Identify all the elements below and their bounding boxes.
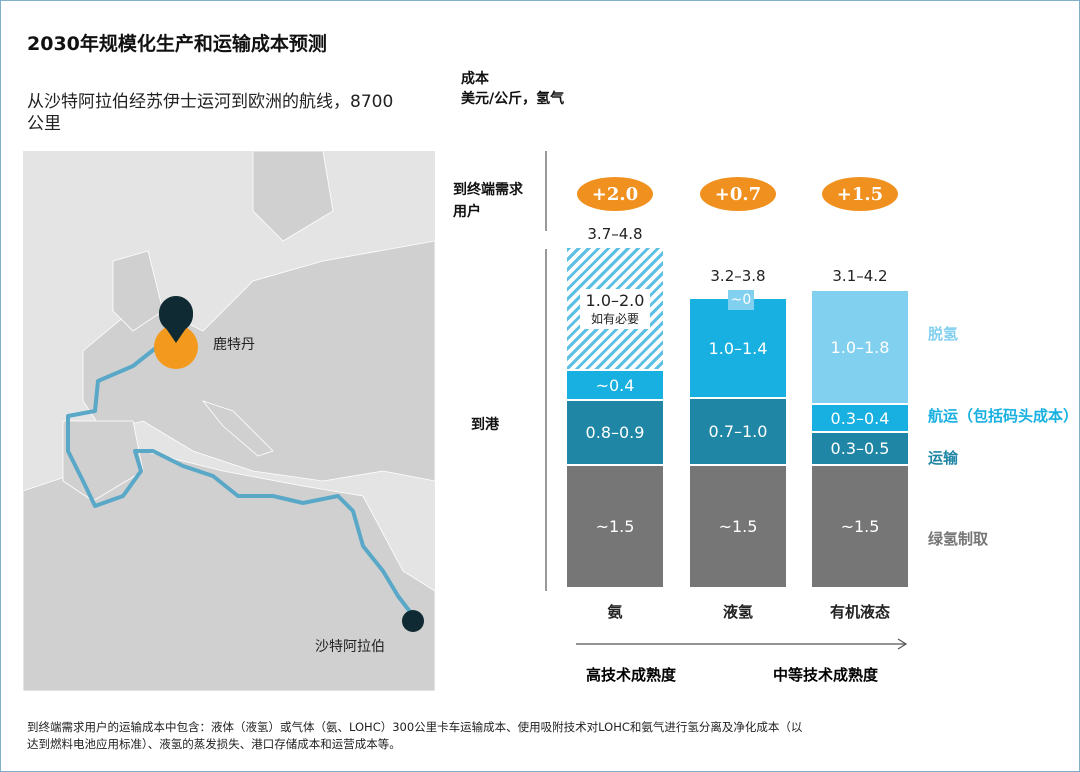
- end-user-add-bubble: +1.5: [822, 177, 898, 211]
- segment-value: ~0.4: [595, 375, 635, 395]
- bar-segment-transport: 0.7–1.0: [690, 399, 786, 464]
- saudi-marker: [402, 610, 424, 632]
- segment-value: 0.8–0.9: [585, 423, 645, 442]
- bar-segment-shipping: 0.3–0.4: [812, 405, 908, 431]
- bar-segment-transport: 0.8–0.9: [567, 401, 663, 464]
- segment-value: 0.3–0.5: [830, 439, 890, 458]
- location-pin-head: [159, 298, 193, 332]
- land: [23, 151, 435, 691]
- end-user-add-bubble: +2.0: [577, 177, 653, 211]
- unit-label: 成本 美元/公斤，氢气: [461, 69, 564, 109]
- unit-subtitle: 美元/公斤，氢气: [461, 91, 565, 107]
- medium-maturity-label: 中等技术成熟度: [773, 666, 879, 684]
- rotterdam-marker: [154, 325, 198, 369]
- segment-value: 0.3–0.4: [830, 408, 890, 428]
- legend-transport: 运输: [928, 449, 959, 467]
- total-label: 3.7–4.8: [587, 225, 643, 243]
- legend-production: 绿氢制取: [928, 530, 989, 548]
- maturity-arrow: [576, 638, 908, 650]
- legend-shipping: 航运（包括码头成本）: [928, 407, 1079, 425]
- dehydro-note: 如有必要: [590, 311, 639, 326]
- segment-value: ~1.5: [840, 517, 880, 536]
- end-user-label: 到终端需求用户: [453, 182, 523, 220]
- high-maturity-label: 高技术成熟度: [586, 666, 677, 684]
- category-label: 有机液态: [829, 603, 890, 621]
- footnote: 到终端需求用户的运输成本中包含：液体（液氢）或气体（氨、LOHC）300公里卡车…: [27, 720, 803, 751]
- bar-segment-production: ~1.5: [567, 466, 663, 587]
- category-label: 氨: [607, 603, 623, 621]
- segment-value: ~0: [730, 292, 752, 308]
- bar-segment-production: ~1.5: [690, 466, 786, 587]
- axis-line: [545, 249, 547, 591]
- segment-value: ~1.5: [718, 517, 758, 536]
- end-user-add-bubble: +0.7: [700, 177, 776, 211]
- bar-segment-production: ~1.5: [812, 466, 908, 587]
- route-map: 鹿特丹 沙特阿拉伯: [23, 151, 435, 691]
- bar-segment-transport: 0.3–0.5: [812, 433, 908, 464]
- page-title: 2030年规模化生产和运输成本预测: [27, 33, 327, 55]
- bar-segment-dehydro: ~0: [728, 290, 754, 310]
- segment-value: 0.7–1.0: [708, 422, 768, 441]
- subtitle: 从沙特阿拉伯经苏伊士运河到欧洲的航线，8700 公里: [27, 92, 394, 134]
- total-label: 3.2–3.8: [710, 267, 766, 285]
- category-label: 液氢: [722, 603, 753, 621]
- segment-value: ~1.5: [595, 517, 635, 536]
- shipping-route: [66, 334, 413, 615]
- bar-segment-shipping: ~0.4: [567, 371, 663, 399]
- rotterdam-label: 鹿特丹: [213, 336, 255, 353]
- legend-dehydro: 脱氢: [928, 325, 959, 343]
- segment-value: 1.0–1.8: [830, 337, 890, 357]
- segment-value: 1.0–1.4: [708, 338, 768, 358]
- unit-title: 成本: [461, 71, 489, 87]
- to-port-label: 到港: [471, 417, 499, 433]
- segment-value: 1.0–2.0: [585, 290, 645, 310]
- bar-segment-dehydro: 1.0–1.8: [812, 291, 908, 403]
- axis-line-top: [545, 151, 547, 231]
- bar-segment-dehydro: 1.0–2.0 如有必要: [567, 248, 663, 369]
- bar-segment-shipping: 1.0–1.4: [690, 299, 786, 397]
- saudi-label: 沙特阿拉伯: [315, 639, 385, 655]
- total-label: 3.1–4.2: [832, 267, 888, 285]
